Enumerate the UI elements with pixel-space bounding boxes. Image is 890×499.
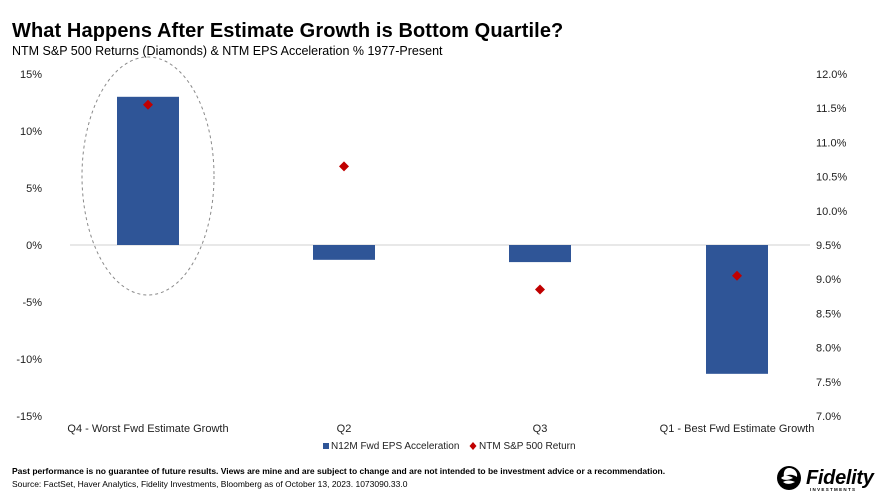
right-tick-label: 7.0% [816,411,841,423]
right-tick-label: 9.5% [816,240,841,252]
bar-3[interactable] [509,245,571,263]
right-tick-label: 11.5% [816,103,847,115]
logo-wordmark: Fidelity [806,466,874,489]
diamond-point-3[interactable] [535,284,545,295]
fidelity-swirl-icon [777,466,801,490]
left-tick-label: 15% [20,69,42,81]
right-tick-label: 9.0% [816,274,841,286]
right-tick-label: 10.5% [816,172,847,184]
category-labels: Q4 - Worst Fwd Estimate Growth Q2 Q3 Q1 - B… [67,423,814,435]
diamond-series [143,99,742,295]
legend-label-diamond: NTM S&P 500 Return [479,441,576,452]
right-axis: 12.0% 11.5% 11.0% 10.5% 10.0% 9.5% 9.0% 8.5% 8.0… [816,69,847,423]
category-label: Q3 [533,423,548,435]
right-tick-label: 10.0% [816,206,847,218]
legend: N12M Fwd EPS Acceleration NTM S&P 500 Ret… [323,441,576,452]
right-tick-label: 8.5% [816,308,841,320]
source-text: Source: FactSet, Haver Analytics, Fideli… [12,479,408,489]
chart-subtitle: NTM S&P 500 Returns (Diamonds) & NTM EPS… [12,44,443,58]
bar-2[interactable] [313,245,375,260]
legend-diamond-swatch [469,442,477,450]
right-tick-label: 7.5% [816,377,841,389]
right-tick-label: 12.0% [816,69,847,81]
right-tick-label: 8.0% [816,343,841,355]
category-label: Q1 - Best Fwd Estimate Growth [660,423,815,435]
bar-1[interactable] [117,96,179,245]
logo-subtext: INVESTMENTS [810,487,857,492]
legend-bar-swatch [323,443,329,449]
diamond-point-2[interactable] [339,161,349,172]
diamond-point-4[interactable] [732,270,742,281]
category-label: Q2 [337,423,352,435]
left-tick-label: 0% [26,240,42,252]
left-tick-label: 5% [26,183,42,195]
left-tick-label: -10% [16,354,42,366]
fidelity-logo[interactable]: Fidelity INVESTMENTS [776,465,882,492]
left-tick-label: -5% [22,297,42,309]
bar-series [117,96,768,374]
highlight-ellipse [81,56,215,296]
left-axis: 15% 10% 5% 0% -5% -10% -15% [16,69,42,423]
category-label: Q4 - Worst Fwd Estimate Growth [67,423,228,435]
diamond-point-1[interactable] [143,99,153,110]
disclaimer-text: Past performance is no guarantee of futu… [12,466,666,476]
chart-title: What Happens After Estimate Growth is Bo… [12,20,564,42]
left-tick-label: 10% [20,126,42,138]
right-tick-label: 11.0% [816,137,847,149]
left-tick-label: -15% [16,411,42,423]
bar-4[interactable] [706,245,768,374]
legend-label-bar: N12M Fwd EPS Acceleration [331,441,459,452]
